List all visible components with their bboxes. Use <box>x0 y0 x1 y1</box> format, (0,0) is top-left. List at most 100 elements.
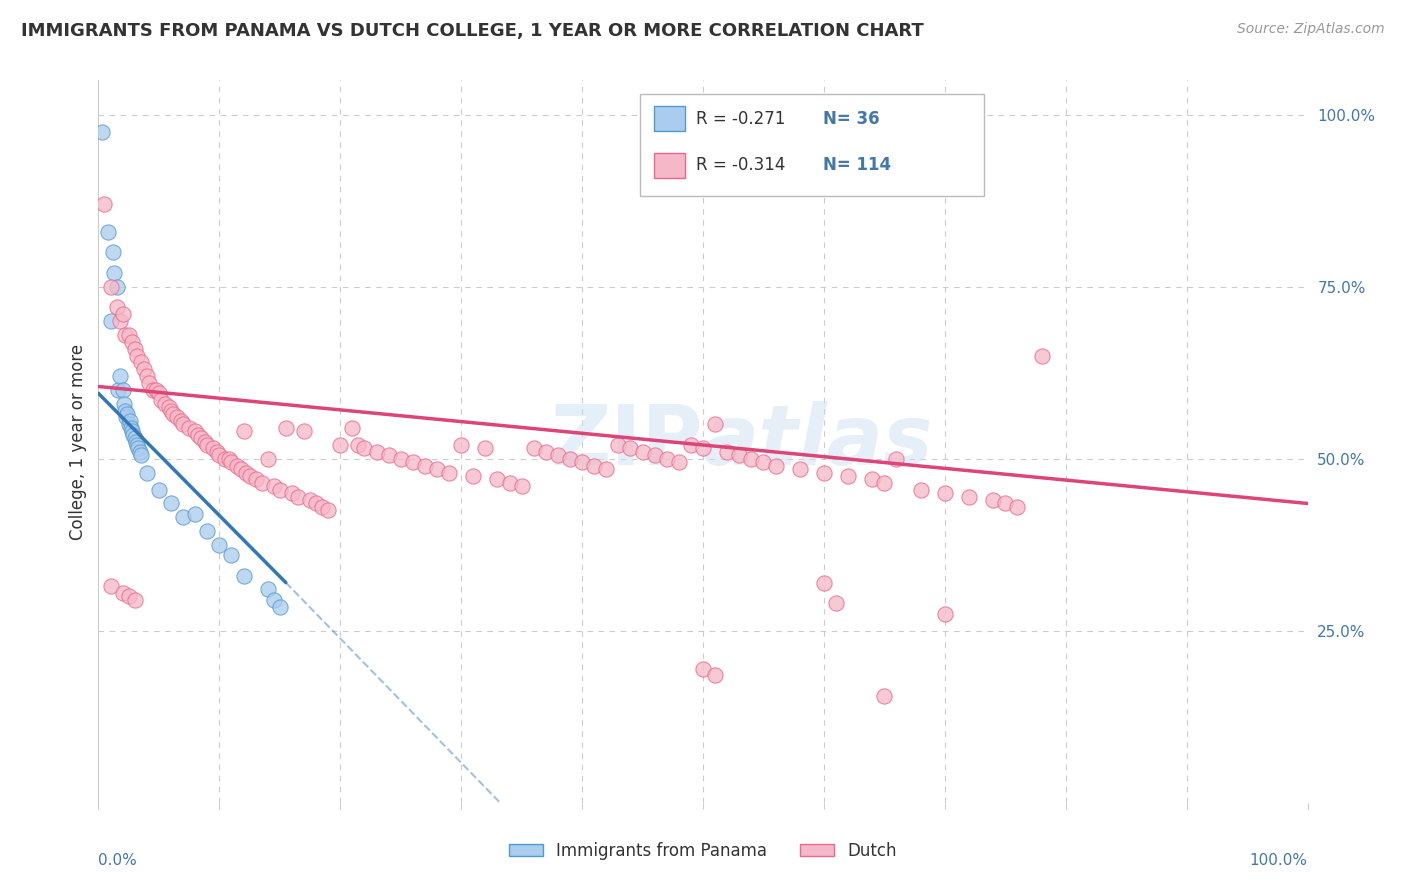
Point <box>208 448 231 462</box>
Point <box>128 445 150 459</box>
Point <box>190 431 212 445</box>
Point <box>250 475 273 490</box>
Point <box>269 599 291 614</box>
Point <box>263 592 285 607</box>
Text: 100.0%: 100.0% <box>1250 854 1308 869</box>
Point <box>235 466 257 480</box>
Point <box>274 421 297 435</box>
Point <box>981 493 1004 508</box>
Point <box>450 438 472 452</box>
Point <box>299 493 322 508</box>
Point <box>281 486 304 500</box>
Point <box>105 279 128 293</box>
Point <box>135 466 157 480</box>
Point <box>160 496 183 510</box>
Point <box>117 407 139 421</box>
Point <box>157 400 180 414</box>
Point <box>873 475 896 490</box>
Point <box>486 472 509 486</box>
Point <box>813 575 835 590</box>
Point <box>239 469 262 483</box>
Point <box>93 197 115 211</box>
Point <box>287 490 309 504</box>
Point <box>765 458 787 473</box>
Point <box>101 245 124 260</box>
Text: IMMIGRANTS FROM PANAMA VS DUTCH COLLEGE, 1 YEAR OR MORE CORRELATION CHART: IMMIGRANTS FROM PANAMA VS DUTCH COLLEGE,… <box>21 22 924 40</box>
Point <box>172 510 194 524</box>
Point <box>124 431 146 445</box>
Point <box>498 475 520 490</box>
Point <box>148 386 170 401</box>
Point <box>114 403 136 417</box>
Point <box>994 496 1017 510</box>
Point <box>292 424 315 438</box>
Point <box>124 342 146 356</box>
Point <box>934 486 956 500</box>
Point <box>752 455 775 469</box>
Point <box>316 503 339 517</box>
Point <box>120 421 142 435</box>
Point <box>118 327 141 342</box>
Point <box>426 462 449 476</box>
Point <box>668 455 690 469</box>
Point <box>160 403 183 417</box>
Point <box>214 451 236 466</box>
Point <box>389 451 412 466</box>
Point <box>740 451 762 466</box>
Point <box>474 442 496 456</box>
Point <box>148 483 170 497</box>
Point <box>342 421 364 435</box>
Point <box>256 582 278 597</box>
Point <box>100 314 122 328</box>
Point <box>195 524 218 538</box>
Y-axis label: College, 1 year or more: College, 1 year or more <box>69 343 87 540</box>
Text: ZIP: ZIP <box>551 401 703 482</box>
Point <box>679 438 702 452</box>
Point <box>195 438 218 452</box>
Point <box>256 451 278 466</box>
Point <box>115 410 138 425</box>
Point <box>269 483 291 497</box>
Point <box>377 448 399 462</box>
Point <box>179 421 201 435</box>
Text: N= 114: N= 114 <box>823 156 890 174</box>
Point <box>347 438 370 452</box>
Point <box>122 427 145 442</box>
Point <box>135 369 157 384</box>
Point <box>366 445 388 459</box>
Point <box>187 427 209 442</box>
Point <box>124 592 146 607</box>
Point <box>103 266 125 280</box>
Point <box>100 579 122 593</box>
Point <box>619 442 641 456</box>
Point <box>118 417 141 432</box>
Point <box>121 424 143 438</box>
Point <box>704 668 727 682</box>
Point <box>105 301 128 315</box>
Point <box>166 410 188 425</box>
Point <box>134 362 156 376</box>
Point <box>153 397 176 411</box>
Point <box>205 445 228 459</box>
Point <box>232 424 254 438</box>
Point <box>595 462 617 476</box>
Point <box>607 438 630 452</box>
Point <box>145 383 167 397</box>
Point <box>111 307 134 321</box>
Point <box>226 458 249 473</box>
Point <box>100 279 122 293</box>
Point <box>107 383 129 397</box>
Text: 0.0%: 0.0% <box>98 854 138 869</box>
Point <box>142 383 165 397</box>
Text: R = -0.314: R = -0.314 <box>696 156 786 174</box>
Point <box>129 355 152 369</box>
Point <box>631 445 654 459</box>
Point <box>229 462 252 476</box>
Point <box>437 466 460 480</box>
Text: atlas: atlas <box>703 401 934 482</box>
Point <box>311 500 333 514</box>
Point <box>127 442 149 456</box>
Point <box>305 496 328 510</box>
Point <box>910 483 932 497</box>
Point <box>221 455 243 469</box>
